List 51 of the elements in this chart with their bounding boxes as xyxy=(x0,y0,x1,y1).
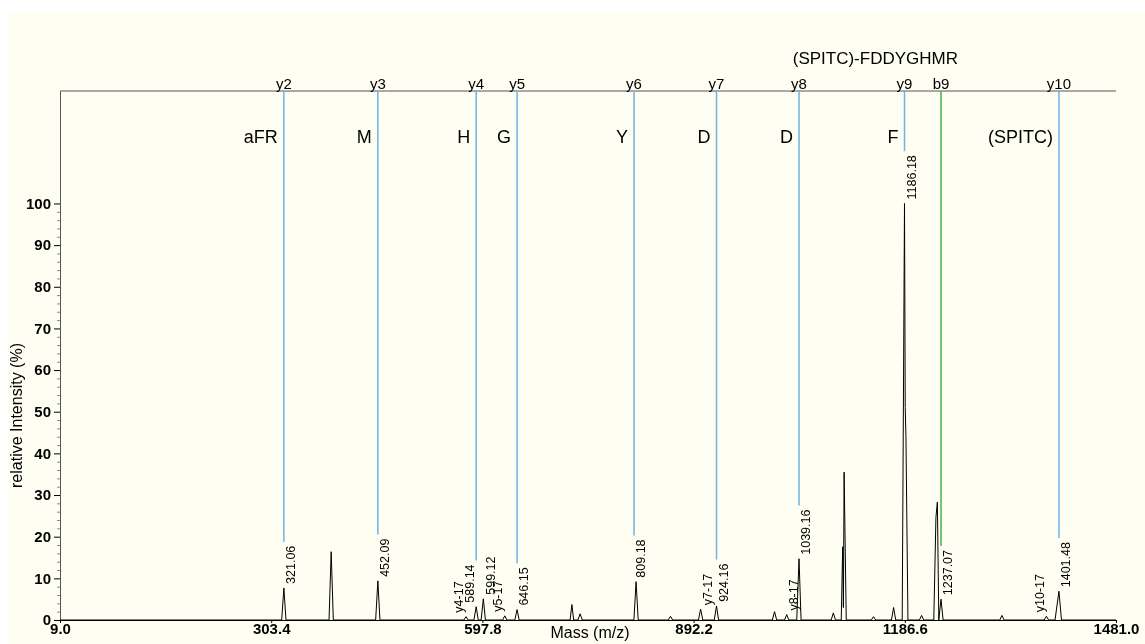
ref-line-label: y7 xyxy=(708,75,725,92)
x-tick-label: 1481.0 xyxy=(1093,619,1140,637)
y-tick-label: 40 xyxy=(34,444,51,462)
annotation: y8-17 xyxy=(787,579,802,611)
annotation: 1186.18 xyxy=(904,155,919,200)
y-tick-label: 70 xyxy=(34,319,51,337)
ref-line-label: y5 xyxy=(509,75,526,92)
annotation: D xyxy=(697,127,711,148)
ref-line-label: y8 xyxy=(791,75,807,92)
annotation: (SPITC) xyxy=(987,127,1053,148)
x-tick-label: 9.0 xyxy=(50,619,71,637)
annotation: 924.16 xyxy=(716,563,731,602)
ref-line-label: y4 xyxy=(468,75,485,92)
y-tick-label: 0 xyxy=(42,611,51,629)
annotation: M xyxy=(356,127,372,148)
y-tick-label: 100 xyxy=(25,194,51,212)
x-axis-title: Mass (m/z) xyxy=(550,624,630,641)
ref-line-label: y2 xyxy=(275,75,292,92)
x-tick-label: 1186.6 xyxy=(882,619,928,637)
annotation: D xyxy=(780,127,794,148)
annotation: Y xyxy=(616,127,629,148)
x-tick-label: 303.4 xyxy=(252,619,292,637)
y-tick-label: 60 xyxy=(34,361,51,379)
ref-line-label: b9 xyxy=(932,75,950,92)
annotation: G xyxy=(497,127,512,148)
y-tick-label: 20 xyxy=(34,527,51,545)
annotation: 321.06 xyxy=(284,545,299,584)
annotation: F xyxy=(887,127,899,148)
annotation: H xyxy=(457,127,471,148)
ref-line-label: y10 xyxy=(1046,75,1072,92)
y-axis-title: relative Intensity (%) xyxy=(8,343,25,488)
annotation: 809.18 xyxy=(634,539,649,578)
ref-line-label: y3 xyxy=(369,75,386,92)
annotation: 1237.07 xyxy=(941,549,956,596)
x-tick-label: 597.8 xyxy=(464,619,502,637)
annotation: y7-17 xyxy=(701,573,716,606)
annotation: 646.15 xyxy=(517,567,532,606)
y-tick-label: 10 xyxy=(34,569,51,587)
y-tick-label: 80 xyxy=(34,278,51,296)
ref-line-label: y6 xyxy=(626,75,642,92)
x-tick-label: 892.2 xyxy=(675,619,713,637)
annotation: 1401.48 xyxy=(1059,542,1074,588)
chart-title: (SPITC)-FDDYGHMR xyxy=(792,49,958,68)
annotation: 1039.16 xyxy=(799,509,814,555)
y-tick-label: 90 xyxy=(34,236,51,254)
annotation: aFR xyxy=(243,127,278,148)
annotation: 452.09 xyxy=(378,538,393,577)
annotation: y10-17 xyxy=(1032,573,1047,613)
y-tick-label: 50 xyxy=(34,403,51,421)
y-tick-label: 30 xyxy=(34,486,51,504)
ref-line-label: y9 xyxy=(896,75,913,92)
